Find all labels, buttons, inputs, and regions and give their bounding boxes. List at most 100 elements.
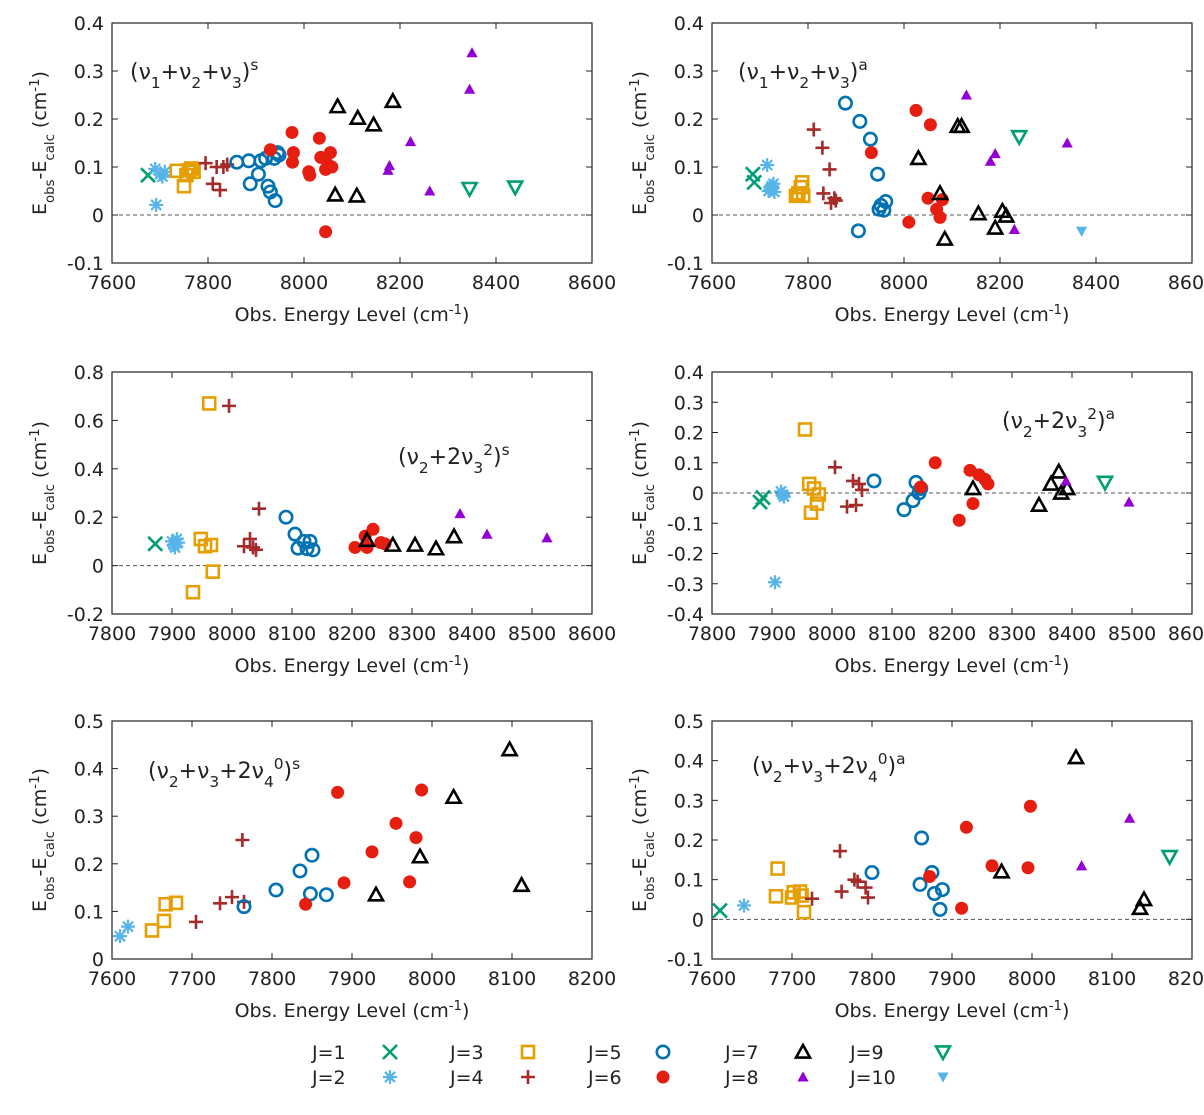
x-tick-label: 8200 bbox=[376, 272, 424, 294]
text-part: +ν bbox=[201, 60, 232, 85]
text-part: -1 bbox=[628, 775, 643, 788]
y-tick-label: 0 bbox=[92, 556, 104, 578]
legend-symbol bbox=[521, 1070, 535, 1084]
data-point bbox=[403, 875, 417, 889]
legend-item-j-5: J=5 bbox=[587, 1042, 671, 1064]
x-tick-label: 8200 bbox=[328, 623, 376, 645]
x-tick-label: 8600 bbox=[568, 272, 616, 294]
data-point bbox=[444, 526, 464, 544]
text-part: +ν bbox=[769, 60, 800, 85]
data-point bbox=[299, 541, 315, 557]
data-point bbox=[852, 113, 868, 129]
data-point bbox=[1021, 861, 1035, 875]
data-point bbox=[415, 783, 429, 797]
data-point bbox=[933, 210, 947, 224]
series-j-8 bbox=[960, 89, 1073, 234]
text-part: (ν bbox=[148, 759, 169, 784]
data-point bbox=[325, 160, 339, 174]
y-tick-label: -0.2 bbox=[667, 544, 704, 566]
series-j-2 bbox=[165, 531, 185, 555]
text-part: ) bbox=[1062, 655, 1069, 677]
text-part: E bbox=[629, 203, 651, 215]
panel-title: (ν1+ν2+ν3)s bbox=[130, 56, 258, 92]
data-point bbox=[1076, 860, 1088, 871]
data-point bbox=[337, 876, 351, 890]
y-tick-label: -0.2 bbox=[67, 604, 104, 626]
data-point bbox=[366, 522, 380, 536]
text-part: -E bbox=[629, 511, 651, 530]
data-point bbox=[189, 914, 203, 929]
x-axis-label: Obs. Energy Level (cm-1) bbox=[235, 999, 470, 1023]
plot-frame bbox=[111, 371, 593, 615]
y-axis-label: Eobs-Ecalc (cm-1) bbox=[28, 71, 58, 215]
data-point bbox=[236, 899, 252, 915]
legend-label: J=2 bbox=[311, 1067, 346, 1089]
data-point bbox=[858, 880, 873, 895]
data-point bbox=[768, 575, 782, 590]
series-j-7 bbox=[963, 462, 1077, 512]
data-point bbox=[850, 223, 866, 239]
legend-item-j-9: J=9 bbox=[849, 1042, 953, 1064]
series-j-5 bbox=[864, 830, 950, 917]
series-j-5 bbox=[866, 473, 929, 518]
data-point bbox=[840, 499, 854, 514]
x-tick-label: 7600 bbox=[88, 272, 136, 294]
data-point bbox=[186, 164, 201, 180]
text-part: ) bbox=[1097, 409, 1106, 434]
chart-panel-2: 7600 7800 8000 8200 8400 8600 -0.1 0 0.1 0.2 0.3 0.… bbox=[628, 13, 1204, 326]
text-part: (ν bbox=[130, 60, 151, 85]
y-tick-label: 0.4 bbox=[74, 759, 104, 781]
data-point bbox=[777, 489, 791, 504]
y-axis-label-group: Eobs-Ecalc (cm-1) bbox=[28, 421, 58, 565]
panels-group: 7600 7800 8000 8200 8400 8600 -0.1 0 0.1 0.2 0.3 0.… bbox=[28, 13, 1204, 1022]
data-point bbox=[383, 535, 403, 552]
data-point bbox=[923, 869, 937, 883]
series-j-6 bbox=[864, 103, 949, 229]
series-j-1 bbox=[744, 166, 763, 191]
y-tick-label: -0.4 bbox=[667, 604, 704, 626]
data-point bbox=[348, 540, 362, 554]
data-point bbox=[246, 540, 260, 555]
data-point bbox=[952, 116, 971, 134]
text-part: E bbox=[29, 203, 51, 215]
text-part: Obs. Energy Level (cm bbox=[235, 1000, 449, 1022]
series-j-4 bbox=[189, 833, 251, 929]
plot-frame bbox=[711, 371, 1193, 615]
series-j-4 bbox=[805, 844, 875, 906]
y-tick-label: 0.4 bbox=[674, 362, 704, 384]
text-part: 4 bbox=[868, 768, 878, 786]
data-point bbox=[914, 480, 928, 494]
series-j-2 bbox=[148, 161, 172, 212]
x-tick-label: 8100 bbox=[868, 623, 916, 645]
text-part: s bbox=[250, 56, 258, 74]
text-part: (cm bbox=[629, 92, 651, 134]
y-tick-label: 0.1 bbox=[674, 157, 704, 179]
series-j-9 bbox=[460, 180, 525, 199]
text-part: calc bbox=[643, 831, 658, 857]
y-tick-label: -0.1 bbox=[667, 949, 704, 971]
series-j-6 bbox=[923, 799, 1037, 915]
data-point bbox=[935, 229, 955, 246]
y-tick-label: 0.8 bbox=[74, 362, 104, 384]
legend-item-j-2: J=2 bbox=[311, 1067, 397, 1089]
text-part: 2 bbox=[483, 441, 493, 459]
data-point bbox=[213, 896, 227, 911]
data-point bbox=[500, 739, 519, 757]
data-point bbox=[426, 538, 446, 556]
x-axis-label: Obs. Energy Level (cm-1) bbox=[835, 303, 1070, 327]
data-point bbox=[383, 159, 396, 171]
text-part: -1 bbox=[1049, 999, 1062, 1014]
series-j-6 bbox=[914, 456, 995, 527]
data-point bbox=[926, 886, 942, 902]
x-tick-label: 8600 bbox=[568, 623, 616, 645]
chart-panel-6: 7600 7700 7800 7900 8000 8100 8200 -0.1 0 0.1 0.2 0… bbox=[628, 711, 1204, 1022]
data-point bbox=[985, 859, 999, 873]
text-part: -1 bbox=[28, 78, 43, 91]
legend-item-j-4: J=4 bbox=[449, 1067, 535, 1089]
text-part: E bbox=[29, 553, 51, 565]
y-tick-label: 0.2 bbox=[674, 423, 704, 445]
y-axis-label-group: Eobs-Ecalc (cm-1) bbox=[28, 71, 58, 215]
data-point bbox=[278, 509, 294, 525]
data-point bbox=[171, 535, 185, 550]
